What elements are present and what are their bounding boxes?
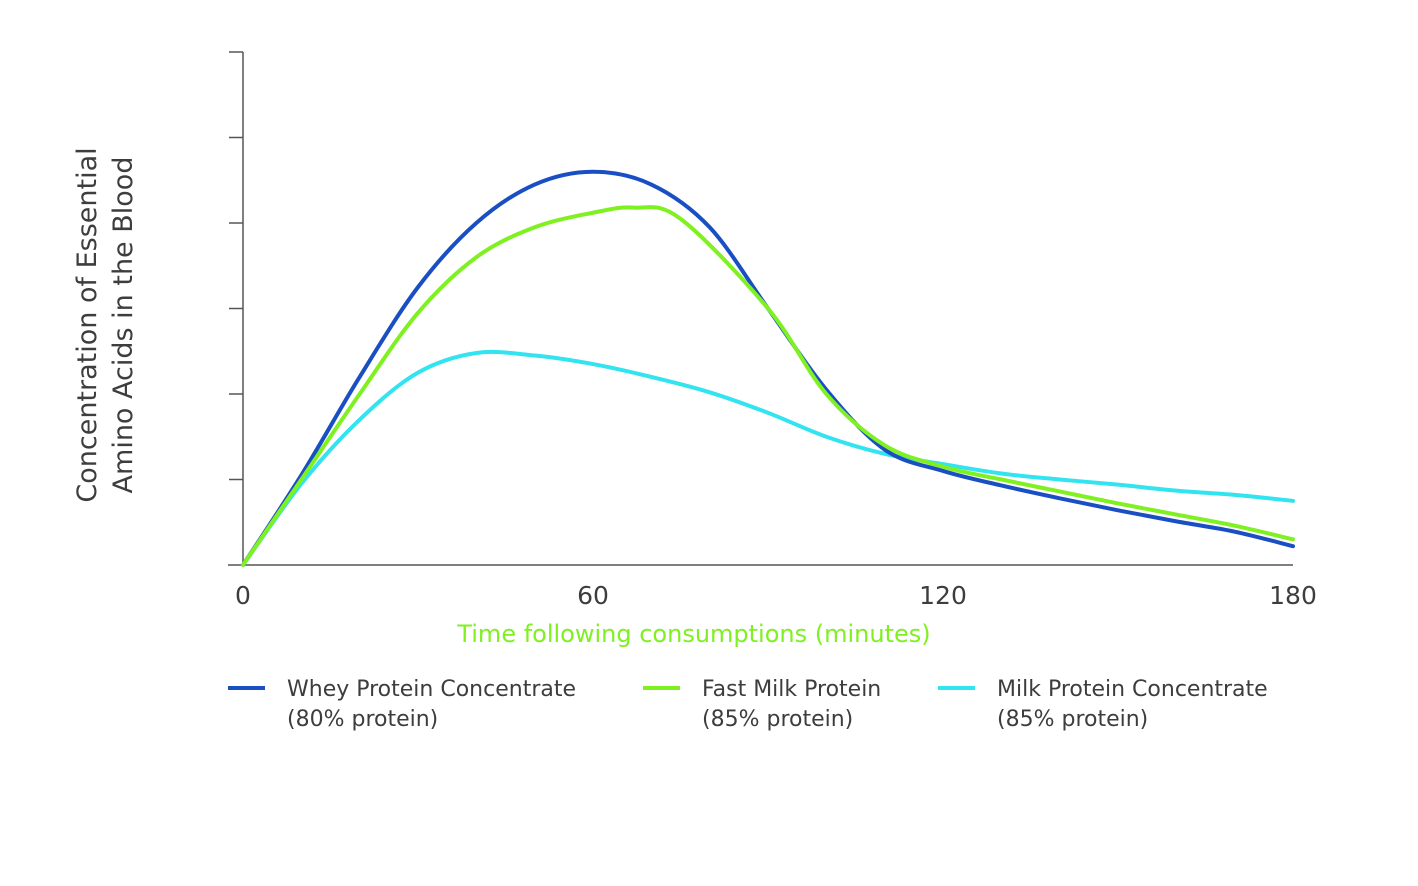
series-group xyxy=(241,169,1295,567)
legend-label-fast-milk-protein: Fast Milk Protein xyxy=(702,677,881,702)
legend-label-whey-protein-concentrate: Whey Protein Concentrate xyxy=(287,677,576,702)
legend-detail-milk-protein-concentrate: (85% protein) xyxy=(997,707,1148,732)
x-tick-label-0: 0 xyxy=(235,581,251,610)
legend-label-milk-protein-concentrate: Milk Protein Concentrate xyxy=(997,677,1268,702)
legend: Whey Protein Concentrate (80% protein) Fas… xyxy=(228,677,1268,732)
series-line-whey-protein-concentrate xyxy=(241,169,1295,567)
legend-detail-whey-protein-concentrate: (80% protein) xyxy=(287,707,438,732)
y-axis-label: Concentration of Essential Amino Acids i… xyxy=(72,147,139,502)
x-axis-label: Time following consumptions (minutes) xyxy=(456,620,930,648)
axes: 0 60 120 180 xyxy=(228,51,1317,610)
x-tick-label-120: 120 xyxy=(919,581,967,610)
series-line-fast-milk-protein xyxy=(241,205,1295,567)
series-line-milk-protein-concentrate xyxy=(241,349,1295,567)
legend-detail-fast-milk-protein: (85% protein) xyxy=(702,707,853,732)
x-tick-label-60: 60 xyxy=(577,581,609,610)
x-tick-label-180: 180 xyxy=(1269,581,1317,610)
y-axis-label-line-2: Amino Acids in the Blood xyxy=(108,157,139,494)
y-axis-label-line-1: Concentration of Essential xyxy=(72,147,103,502)
